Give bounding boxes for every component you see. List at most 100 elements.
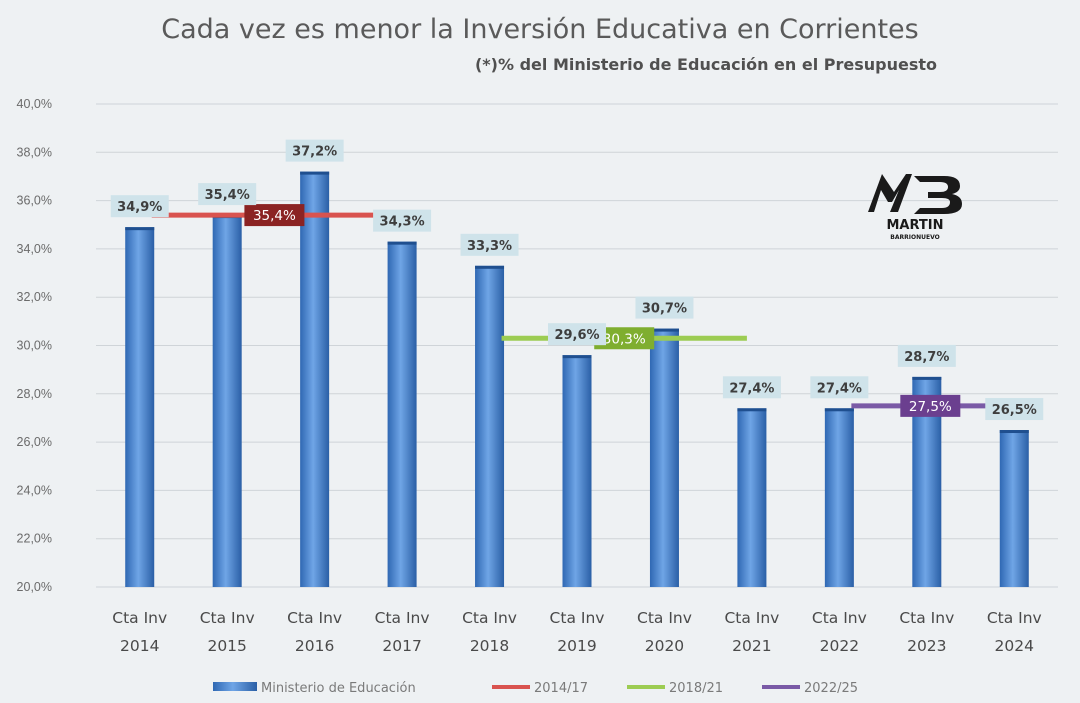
logo: MARTIN BARRIONUEVO: [868, 174, 962, 241]
bar: [387, 241, 417, 587]
data-label: 27,4%: [817, 381, 862, 396]
data-label: 28,7%: [904, 350, 949, 365]
bar-cap: [475, 265, 505, 269]
bar: [300, 171, 330, 587]
data-label: 29,6%: [554, 328, 599, 343]
chart-title: Cada vez es menor la Inversión Educativa…: [161, 14, 918, 45]
y-tick-label: 32,0%: [17, 290, 52, 304]
bar-cap: [649, 328, 679, 332]
bar-cap: [562, 355, 592, 359]
average-label-box: [594, 327, 655, 350]
bar-cap: [737, 408, 767, 412]
bar-cap: [999, 430, 1029, 434]
x-tick-label: Cta Inv: [462, 609, 517, 627]
data-label: 35,4%: [205, 188, 250, 203]
x-tick-label: Cta Inv: [987, 609, 1042, 627]
bar-series: [125, 171, 1029, 588]
data-label-box: [722, 376, 781, 399]
x-tick-label: Cta Inv: [899, 609, 954, 627]
x-tick-year: 2018: [470, 637, 509, 655]
data-label-box: [198, 183, 257, 206]
y-tick-label: 28,0%: [17, 387, 52, 401]
data-labels: 34,9% 35,4% 37,2% 34,3% 33,3% 29,6% 30,7% 27,4%…: [110, 139, 1044, 421]
x-tick-year: 2022: [820, 637, 859, 655]
bar-cap: [912, 376, 942, 380]
data-label: 30,7%: [642, 302, 687, 317]
bar: [562, 355, 592, 587]
legend-label: 2022/25: [804, 681, 858, 696]
average-lines: 35,4% 30,3% 27,5%: [151, 204, 1010, 417]
x-tick-year: 2021: [732, 637, 771, 655]
data-label: 34,3%: [380, 215, 425, 230]
data-label: 37,2%: [292, 145, 337, 160]
data-label-box: [110, 195, 169, 218]
y-tick-label: 40,0%: [17, 97, 52, 111]
data-label: 26,5%: [992, 403, 1037, 418]
legend-label: Ministerio de Educación: [261, 681, 416, 696]
bar: [475, 265, 505, 587]
bar-cap: [125, 227, 155, 231]
x-tick-label: Cta Inv: [812, 609, 867, 627]
x-tick-year: 2014: [120, 637, 159, 655]
x-tick-year: 2023: [907, 637, 946, 655]
average-label-box: [244, 204, 305, 227]
data-label: 33,3%: [467, 239, 512, 254]
bar: [125, 227, 155, 588]
average-label: 30,3%: [603, 331, 646, 347]
data-label-box: [985, 398, 1044, 421]
bar: [212, 215, 242, 587]
x-tick-year: 2024: [995, 637, 1034, 655]
y-tick-label: 30,0%: [17, 339, 52, 353]
y-tick-label: 24,0%: [17, 483, 52, 497]
data-label: 27,4%: [729, 381, 774, 396]
data-label-box: [373, 209, 432, 232]
data-label-box: [897, 344, 956, 367]
x-tick-label: Cta Inv: [287, 609, 342, 627]
x-tick-label: Cta Inv: [637, 609, 692, 627]
bar: [824, 408, 854, 587]
data-label-box: [548, 323, 606, 346]
x-tick-year: 2015: [207, 637, 246, 655]
x-tick-label: Cta Inv: [200, 609, 255, 627]
logo-surname: BARRIONUEVO: [890, 234, 939, 241]
bar: [999, 430, 1029, 587]
bar-cap: [300, 171, 330, 175]
average-label-box: [900, 394, 961, 417]
y-tick-label: 26,0%: [17, 435, 52, 449]
bar-cap: [824, 408, 854, 412]
y-tick-label: 22,0%: [17, 532, 52, 546]
logo-name: MARTIN: [886, 218, 943, 233]
x-tick-label: Cta Inv: [724, 609, 779, 627]
legend-label: 2014/17: [534, 681, 588, 696]
bar: [649, 328, 679, 587]
x-tick-label: Cta Inv: [375, 609, 430, 627]
y-tick-label: 34,0%: [17, 242, 52, 256]
y-tick-label: 38,0%: [17, 145, 52, 159]
average-label: 35,4%: [253, 208, 296, 224]
data-label-box: [460, 233, 519, 256]
x-tick-year: 2017: [382, 637, 421, 655]
bar-cap: [387, 241, 417, 245]
data-label: 34,9%: [117, 200, 162, 215]
chart-subtitle: (*)% del Ministerio de Educación en el P…: [475, 55, 937, 74]
y-tick-label: 20,0%: [17, 580, 52, 594]
legend-label: 2018/21: [669, 681, 723, 696]
x-tick-label: Cta Inv: [550, 609, 605, 627]
x-tick-year: 2019: [557, 637, 596, 655]
data-label-box: [635, 296, 694, 319]
x-tick-year: 2020: [645, 637, 684, 655]
x-tick-label: Cta Inv: [112, 609, 167, 627]
y-tick-label: 36,0%: [17, 194, 52, 208]
y-axis-ticks: 20,0% 22,0% 24,0% 26,0% 28,0% 30,0% 32,0% 34,0%…: [17, 97, 52, 594]
logo-mark-icon: [868, 174, 962, 214]
legend: Ministerio de Educación 2014/17 2018/21 202…: [213, 681, 858, 696]
x-axis-ticks: Cta Inv 2014 Cta Inv 2015 Cta Inv 2016 Cta Inv…: [112, 609, 1041, 655]
x-tick-year: 2016: [295, 637, 334, 655]
average-label: 27,5%: [909, 399, 952, 415]
data-label-box: [285, 139, 344, 162]
legend-swatch-bar: [213, 682, 257, 691]
bar: [737, 408, 767, 587]
data-label-box: [810, 376, 869, 399]
